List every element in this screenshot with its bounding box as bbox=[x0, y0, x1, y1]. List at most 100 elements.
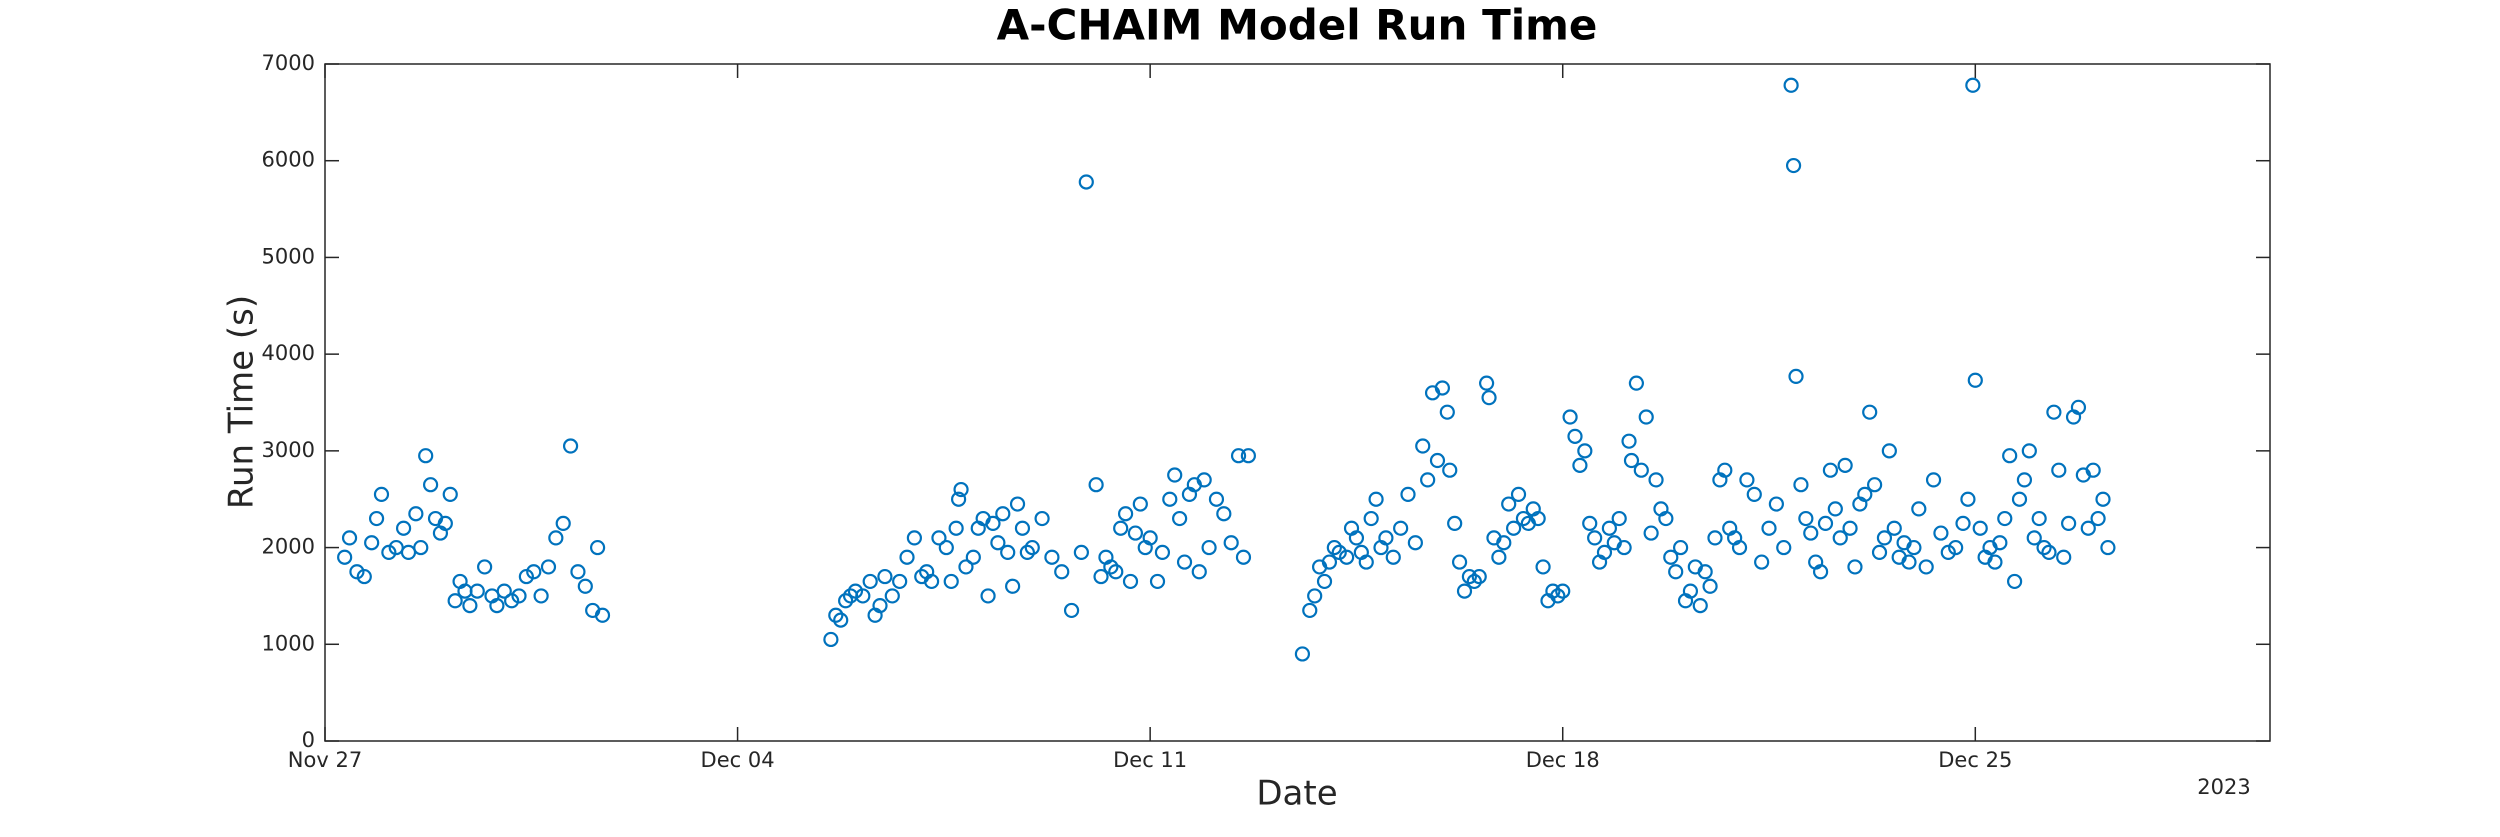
data-point bbox=[1108, 564, 1124, 580]
data-point bbox=[2085, 462, 2101, 478]
x-axis-label: Date bbox=[1256, 774, 1337, 814]
data-point bbox=[1078, 174, 1094, 190]
data-point bbox=[2021, 443, 2037, 459]
data-point bbox=[1582, 515, 1598, 531]
data-point bbox=[1216, 506, 1232, 522]
data-point bbox=[1857, 486, 1873, 502]
data-point bbox=[462, 597, 478, 614]
data-point bbox=[1881, 443, 1897, 459]
data-point bbox=[341, 530, 358, 546]
data-point bbox=[1567, 428, 1583, 444]
data-point bbox=[931, 530, 947, 546]
data-point bbox=[1847, 559, 1863, 575]
data-point bbox=[892, 573, 908, 590]
data-point bbox=[1000, 544, 1016, 561]
data-point bbox=[1201, 539, 1217, 556]
data-point bbox=[1906, 539, 1922, 556]
data-point bbox=[1638, 409, 1654, 425]
data-point bbox=[364, 535, 380, 551]
data-point bbox=[2011, 491, 2028, 507]
data-point bbox=[1302, 602, 1318, 619]
data-point bbox=[1481, 390, 1497, 406]
y-tick-label: 5000 bbox=[262, 244, 315, 268]
data-point bbox=[1044, 549, 1060, 565]
data-point bbox=[1587, 530, 1603, 546]
data-point bbox=[1658, 510, 1674, 527]
data-point bbox=[1466, 573, 1482, 590]
data-point bbox=[2056, 549, 2072, 565]
data-point bbox=[1176, 554, 1193, 570]
data-point bbox=[1911, 501, 1927, 517]
data-point bbox=[1817, 515, 1834, 531]
data-point bbox=[2006, 573, 2023, 590]
data-point bbox=[948, 520, 964, 536]
data-point bbox=[1550, 588, 1566, 604]
data-point bbox=[368, 510, 385, 527]
data-point bbox=[1616, 539, 1632, 556]
data-point bbox=[1442, 462, 1458, 478]
data-point bbox=[1648, 472, 1664, 488]
data-point bbox=[1073, 544, 1089, 561]
data-point bbox=[1577, 443, 1593, 459]
data-point bbox=[2036, 539, 2052, 556]
data-point bbox=[1827, 501, 1843, 517]
data-point bbox=[1746, 486, 1762, 502]
plot-frame bbox=[324, 63, 2271, 742]
data-point bbox=[422, 477, 439, 493]
y-tick-label: 0 bbox=[302, 728, 315, 752]
data-point bbox=[1506, 520, 1522, 536]
data-point bbox=[395, 520, 412, 536]
data-point bbox=[469, 583, 485, 599]
chart-title: A-CHAIM Model Run Time bbox=[997, 1, 1598, 50]
y-tick-label: 7000 bbox=[262, 51, 315, 75]
data-point bbox=[1034, 510, 1050, 527]
data-point bbox=[1439, 404, 1455, 420]
data-point bbox=[1965, 77, 1981, 93]
data-point bbox=[1393, 520, 1409, 536]
data-point bbox=[1420, 472, 1436, 488]
data-point bbox=[1783, 77, 1799, 93]
data-point bbox=[1208, 491, 1225, 507]
data-point bbox=[1871, 544, 1888, 561]
data-point bbox=[562, 438, 579, 454]
data-point bbox=[1491, 549, 1507, 565]
data-point bbox=[337, 549, 353, 565]
data-point bbox=[1240, 448, 1256, 464]
data-point bbox=[373, 486, 390, 502]
data-point bbox=[1555, 583, 1571, 599]
data-point bbox=[2026, 530, 2042, 546]
data-point bbox=[1697, 564, 1713, 580]
data-point bbox=[1948, 539, 1964, 556]
data-point bbox=[980, 588, 996, 604]
data-point bbox=[1294, 646, 1311, 662]
data-point bbox=[1307, 588, 1323, 604]
data-point bbox=[1093, 568, 1109, 585]
data-point bbox=[526, 564, 542, 580]
data-point bbox=[1972, 520, 1988, 536]
data-point bbox=[1668, 564, 1684, 580]
data-point bbox=[1496, 535, 1512, 551]
data-point bbox=[958, 559, 974, 575]
data-point bbox=[496, 583, 512, 599]
data-point bbox=[356, 568, 372, 585]
x-tick-label: Dec 18 bbox=[1526, 748, 1600, 772]
data-point bbox=[1673, 539, 1689, 556]
data-point bbox=[1451, 554, 1468, 570]
data-point bbox=[985, 515, 1001, 531]
data-point bbox=[1530, 510, 1546, 527]
x-tick-label: Nov 27 bbox=[288, 748, 362, 772]
data-point bbox=[950, 491, 967, 507]
data-point bbox=[1862, 404, 1878, 420]
data-point bbox=[1628, 375, 1645, 391]
data-point bbox=[1024, 539, 1040, 556]
data-point bbox=[1837, 457, 1853, 473]
data-point bbox=[533, 588, 549, 604]
data-point bbox=[1960, 491, 1976, 507]
data-point bbox=[1643, 525, 1659, 541]
data-point bbox=[1191, 564, 1207, 580]
data-point bbox=[1103, 559, 1119, 575]
x-tick-label: Dec 11 bbox=[1113, 748, 1187, 772]
data-point bbox=[2080, 520, 2096, 536]
